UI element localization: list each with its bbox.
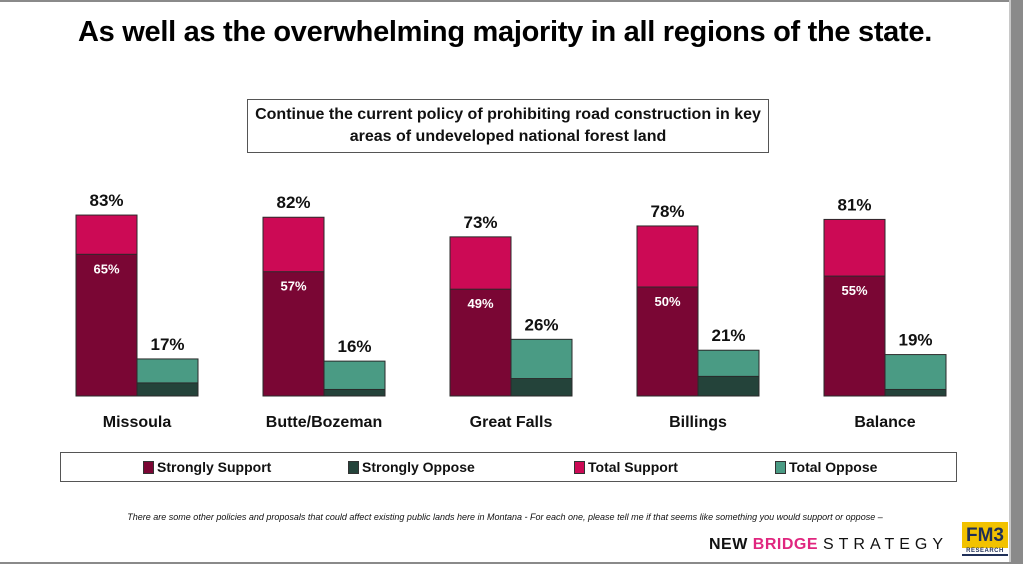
label-strongly-support: 49% [467,296,493,311]
label-strongly-support: 50% [654,294,680,309]
label-total-support: 78% [650,202,684,221]
label-total-support: 73% [463,213,497,232]
slide-title: As well as the overwhelming majority in … [78,16,932,48]
chart-subtitle-box: Continue the current policy of prohibiti… [247,99,769,153]
bar-strongly-support [823,275,886,397]
bar-strongly-support [449,288,512,397]
label-total-oppose: 19% [898,331,932,350]
frame-border-right-inner [1009,0,1011,564]
fm3-logo-sub: RESEARCH [962,548,1008,556]
label-total-support: 83% [89,191,123,210]
bar-strongly-support [75,253,138,397]
label-strongly-support: 65% [93,261,119,276]
chart-legend: Strongly Support Strongly Oppose Total S… [60,452,957,482]
category-label: Great Falls [470,414,553,431]
frame-border-right [1011,0,1023,564]
frame-border-bottom [0,562,1023,564]
label-total-support: 82% [276,193,310,212]
category-label: Billings [669,414,727,431]
legend-item-total-support: Total Support [574,459,678,475]
fm3-logo-main: FM3 [962,522,1008,548]
legend-swatch-strongly-oppose [348,460,359,474]
label-total-oppose: 26% [524,315,558,334]
bar-chart: 83% 65% 17% Missoula 82% 57% 16% Butte/Bozeman 7… [75,191,947,431]
legend-swatch-strongly-support [143,460,154,474]
bar-strongly-oppose [510,378,573,397]
bar-strongly-support [636,286,699,397]
brand-word-strategy: STRATEGY [822,536,949,553]
brand-word-new: NEW [709,536,748,553]
legend-swatch-total-support [574,460,585,474]
label-total-oppose: 16% [337,337,371,356]
category-label: Missoula [103,414,172,431]
bar-strongly-oppose [136,382,199,397]
legend-swatch-total-oppose [775,460,786,474]
bar-strongly-oppose [697,375,760,397]
bar-strongly-oppose [884,388,947,397]
label-total-oppose: 21% [711,326,745,345]
fm3-research-logo: FM3 RESEARCH [962,522,1008,558]
legend-label: Total Oppose [789,459,878,475]
new-bridge-strategy-logo: NEW BRIDGE STRATEGY [709,536,948,554]
label-total-oppose: 17% [150,335,184,354]
category-label: Balance [854,414,915,431]
label-strongly-support: 57% [280,279,306,294]
legend-label: Total Support [588,459,678,475]
brand-word-bridge: BRIDGE [752,536,819,553]
bar-strongly-support [262,271,325,397]
legend-item-strongly-oppose: Strongly Oppose [348,459,475,475]
frame-border-top [0,0,1023,2]
legend-label: Strongly Oppose [362,459,475,475]
category-label: Butte/Bozeman [266,414,382,431]
legend-label: Strongly Support [157,459,272,475]
bar-strongly-oppose [323,388,386,397]
survey-question-footnote: There are some other policies and propos… [127,512,883,522]
legend-item-total-oppose: Total Oppose [775,459,877,475]
label-strongly-support: 55% [841,283,867,298]
legend-item-strongly-support: Strongly Support [143,459,271,475]
chart-subtitle: Continue the current policy of prohibiti… [255,106,761,145]
label-total-support: 81% [837,195,871,214]
